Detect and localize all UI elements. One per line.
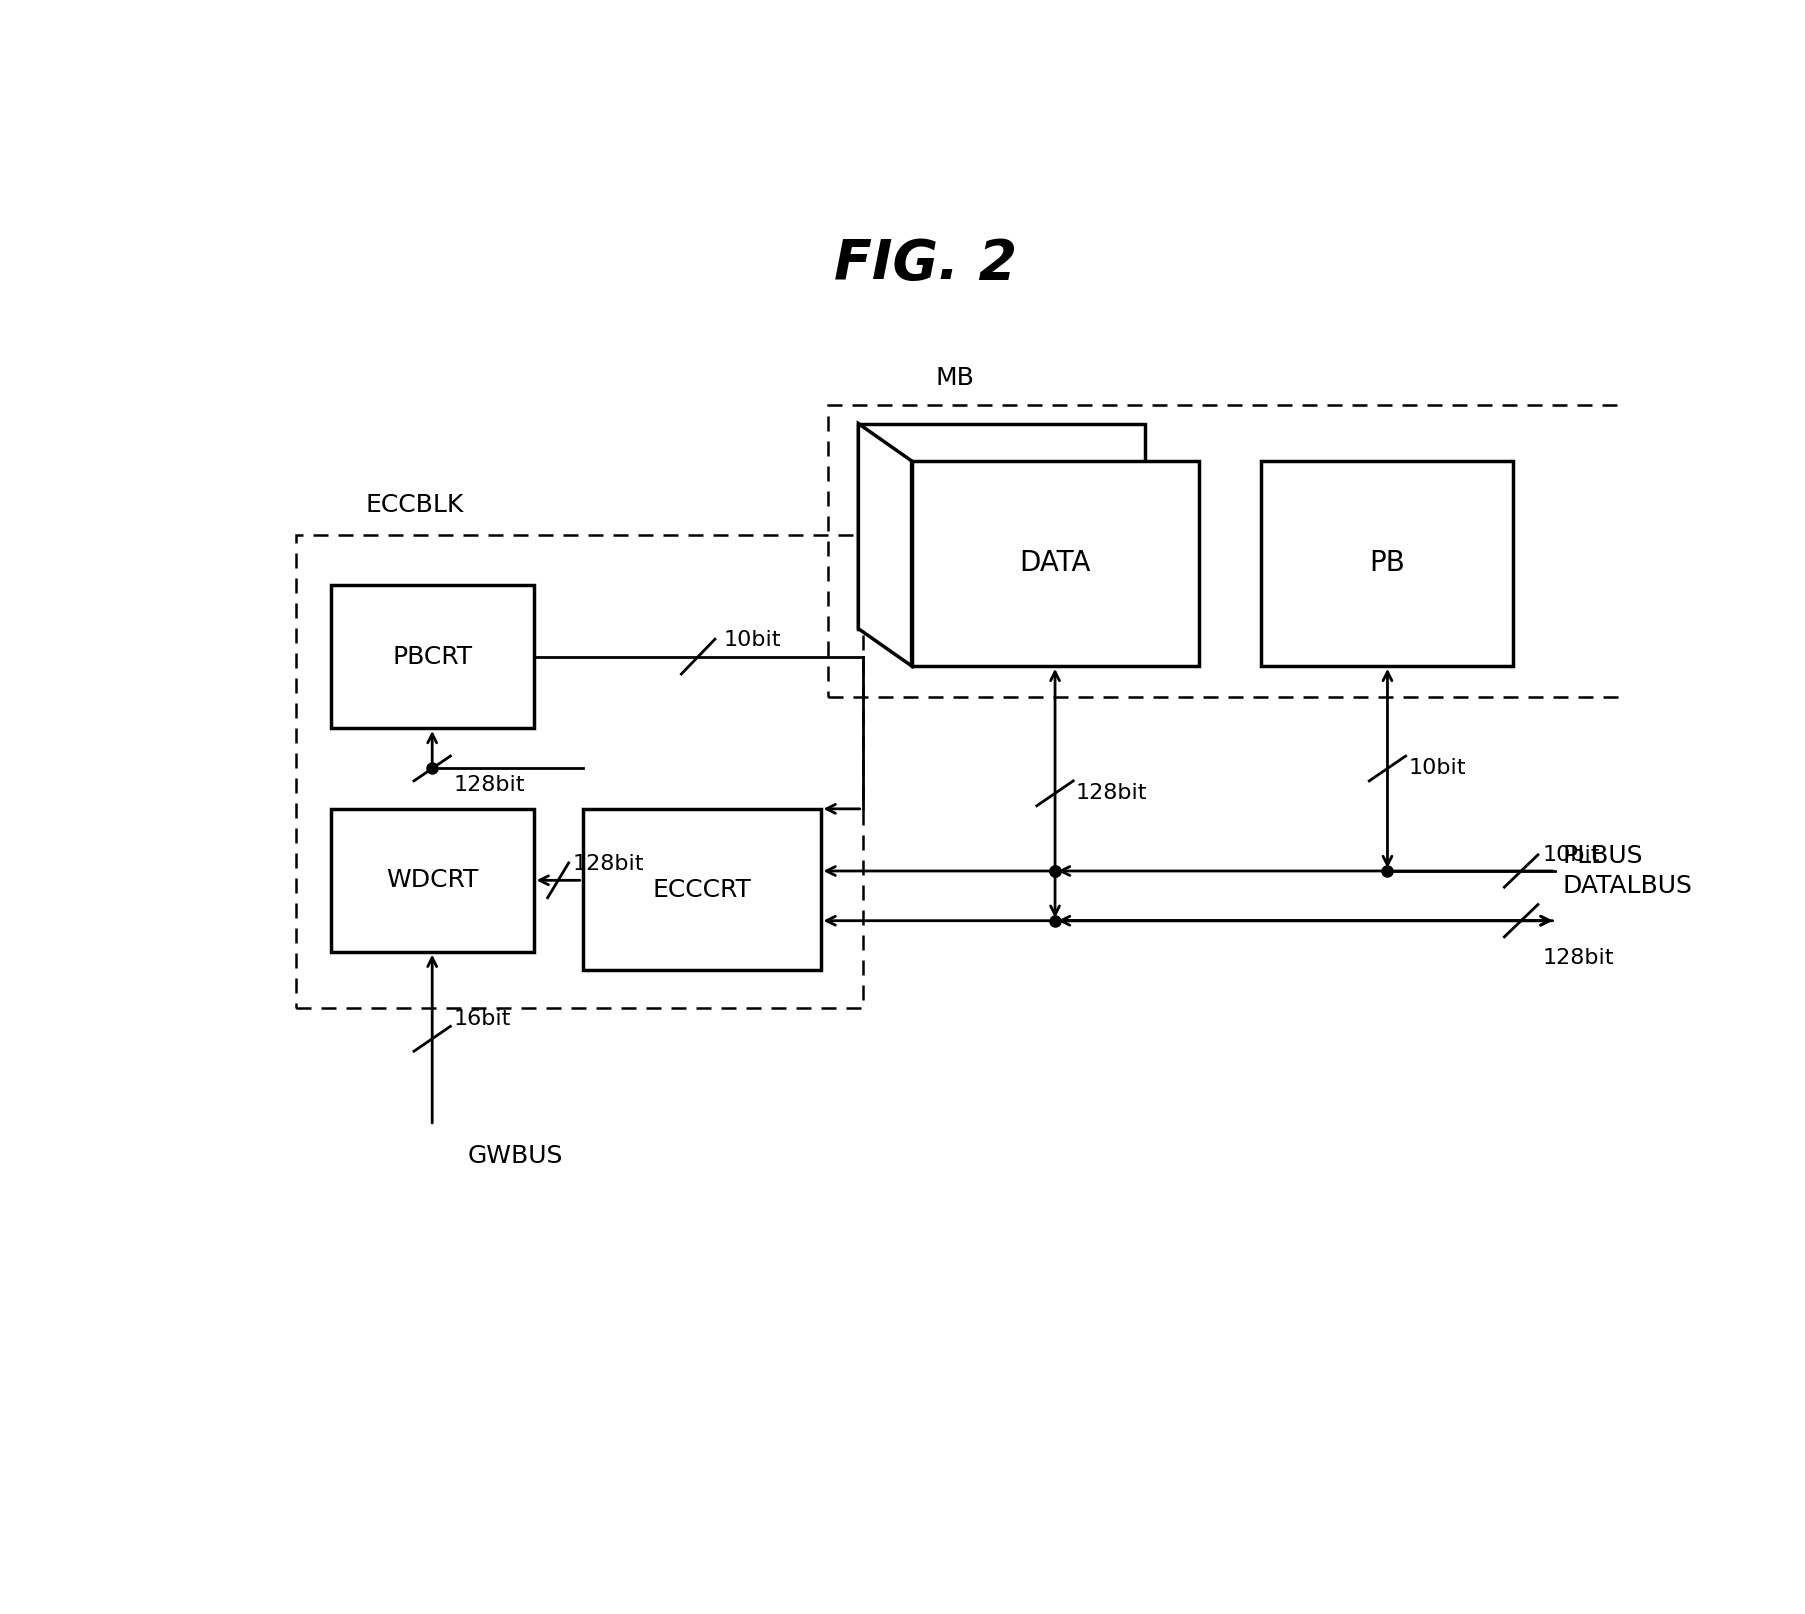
Text: FIG. 2: FIG. 2 [834,237,1016,291]
Text: 128bit: 128bit [453,775,525,794]
Text: 10bit: 10bit [1541,844,1599,865]
Text: MB: MB [935,366,973,391]
Polygon shape [857,423,912,667]
Bar [1262,462,1513,667]
Text: GWBUS: GWBUS [467,1144,561,1169]
Text: PLBUS: PLBUS [1561,844,1643,868]
Text: PBCRT: PBCRT [392,644,471,668]
Text: 128bit: 128bit [1541,947,1612,968]
Bar [330,586,534,728]
Text: PB: PB [1368,549,1404,578]
Bar [330,809,534,952]
Text: 10bit: 10bit [1408,759,1466,778]
Text: DATA: DATA [1018,549,1090,578]
Bar [857,423,1144,628]
Bar [827,405,1639,697]
Text: 128bit: 128bit [1076,783,1146,804]
Text: ECCCRT: ECCCRT [652,878,751,902]
Text: 128bit: 128bit [572,854,644,875]
Text: WDCRT: WDCRT [386,868,478,893]
Text: 10bit: 10bit [724,631,780,650]
Text: DATALBUS: DATALBUS [1561,873,1691,897]
Text: 16bit: 16bit [453,1009,511,1028]
Bar [583,809,819,970]
Bar [296,536,863,1007]
Bar [912,462,1199,667]
Text: ECCBLK: ECCBLK [365,492,464,516]
